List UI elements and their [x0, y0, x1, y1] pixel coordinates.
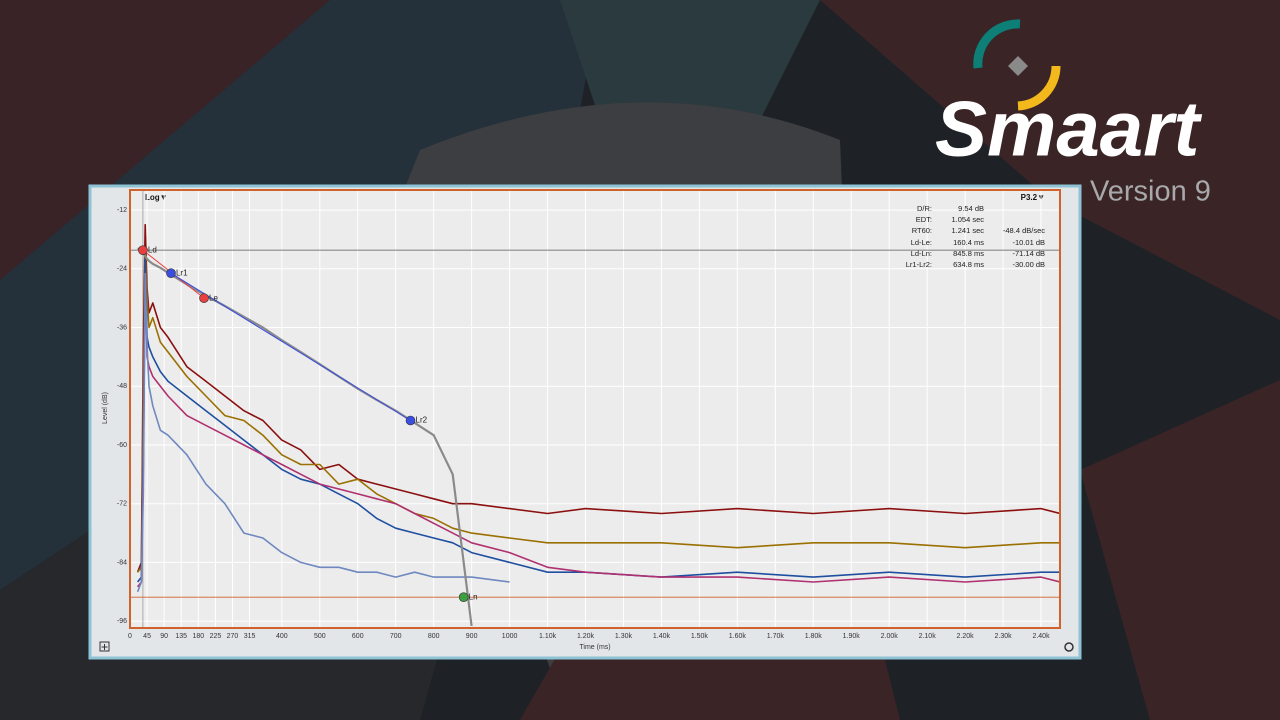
logo-mark: [1008, 56, 1028, 76]
x-tick-label: 1.60k: [729, 633, 747, 640]
x-tick-label: 1.50k: [691, 633, 709, 640]
logo-arc: [973, 19, 1021, 69]
readout: D/R: 9.54 dB EDT: 1.054 sec RT60: 1.241 …: [906, 204, 1046, 269]
readout-value: 1.054 sec: [951, 215, 984, 224]
settings-button[interactable]: [1064, 642, 1074, 652]
y-tick-label: -36: [117, 324, 127, 331]
series-line: [136, 248, 1060, 573]
marker-label: Ln: [469, 592, 478, 601]
x-tick-label: 1.20k: [577, 633, 595, 640]
series-line: [137, 247, 473, 627]
y-tick-label: -60: [117, 442, 127, 449]
marker[interactable]: [166, 268, 176, 278]
scale-menu[interactable]: Log▼: [145, 193, 168, 202]
marker[interactable]: [405, 415, 416, 426]
add-icon: [101, 644, 108, 650]
x-tick-label: 900: [466, 633, 478, 640]
brand: Smaart: [935, 85, 1202, 173]
x-tick-label: 180: [192, 633, 204, 640]
x-tick-label: 400: [276, 633, 288, 640]
readout-value: 160.4 ms: [953, 238, 984, 247]
readout-extra: -10.01 dB: [1012, 238, 1045, 247]
x-axis-label: Time (ms): [579, 644, 610, 651]
x-tick-label: 2.10k: [919, 633, 937, 640]
readout-value: 9.54 dB: [958, 204, 984, 213]
marker[interactable]: [138, 245, 148, 255]
y-tick-label: -72: [117, 501, 127, 508]
y-tick-label: -24: [117, 266, 127, 273]
x-tick-label: 315: [244, 633, 256, 640]
x-tick-label: 1.40k: [653, 633, 671, 640]
readout-extra: -30.00 dB: [1012, 260, 1045, 269]
marker-label: Lr2: [416, 416, 428, 425]
readout-label: Ld-Ln:: [911, 249, 932, 258]
x-tick-label: 2.30k: [994, 633, 1012, 640]
series-line: [136, 223, 1060, 573]
x-tick-label: 1.90k: [843, 633, 861, 640]
marker-label: Ld: [148, 245, 157, 254]
x-tick-label: 2.20k: [957, 633, 975, 640]
rt-line: [170, 272, 411, 421]
x-tick-label: 2.00k: [881, 633, 899, 640]
readout-label: Lr1-Lr2:: [906, 260, 932, 269]
y-tick-label: -12: [117, 207, 127, 214]
plot-lines: [130, 190, 1060, 628]
readout-value: 845.8 ms: [953, 249, 984, 258]
marker[interactable]: [458, 592, 469, 602]
x-tick-label: 1.30k: [615, 633, 633, 640]
x-tick-label: 700: [390, 633, 402, 640]
logo: Smaart Version 9: [935, 19, 1211, 208]
marker-label: Le: [209, 293, 218, 302]
version: Version 9: [1090, 176, 1211, 208]
plot-border: [129, 189, 1061, 629]
series-line: [136, 258, 1060, 583]
series-line: [136, 272, 1060, 588]
x-tick-label: 270: [227, 633, 239, 640]
readout-label: D/R:: [917, 204, 932, 213]
marker[interactable]: [199, 293, 209, 303]
readout-value: 634.8 ms: [953, 260, 984, 269]
y-tick-label: -84: [117, 559, 127, 566]
marker-label: Lr1: [176, 268, 188, 277]
readout-label: EDT:: [916, 215, 932, 224]
x-tick-label: 1000: [502, 633, 518, 640]
y-tick-label: -96: [117, 618, 127, 625]
x-tick-label: 600: [352, 633, 364, 640]
readout-value: 1.241 sec: [951, 226, 984, 235]
readout-extra: -71.14 dB: [1012, 249, 1045, 258]
x-tick-label: 1.70k: [767, 633, 785, 640]
y-tick-label: -48: [117, 383, 127, 390]
x-tick-label: 135: [175, 633, 187, 640]
logo-arc: [1017, 65, 1061, 111]
readout-label: RT60:: [912, 226, 932, 235]
x-tick-label: 800: [428, 633, 440, 640]
readout-extra: -48.4 dB/sec: [1003, 226, 1045, 235]
x-tick-label: 2.40k: [1032, 633, 1050, 640]
y-axis-label: Level (dB): [102, 392, 109, 424]
x-tick-label: 1.10k: [539, 633, 557, 640]
x-tick-label: 500: [314, 633, 326, 640]
series-line: [136, 272, 510, 593]
x-tick-label: 1.80k: [805, 633, 823, 640]
x-tick-label: 0: [128, 633, 132, 640]
readout-label: Ld-Le:: [911, 238, 932, 247]
add-button[interactable]: [99, 641, 110, 652]
x-tick-label: 90: [160, 633, 168, 640]
chart: -12 -24 -36 -48 -60 -72 -84 -96 0 45 90 135 180 225 27…: [117, 190, 1060, 640]
preset-menu[interactable]: P3.2▼: [1021, 193, 1045, 202]
x-tick-label: 225: [210, 633, 222, 640]
x-tick-label: 45: [143, 633, 151, 640]
